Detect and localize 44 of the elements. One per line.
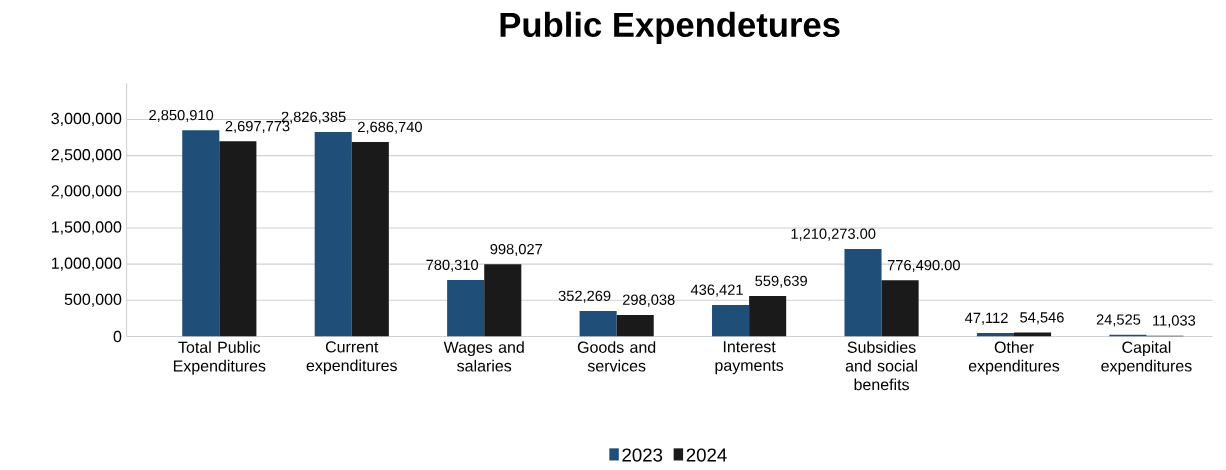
chart-title: Public Expendetures bbox=[500, 11, 840, 45]
x-tick-label: Goods and services bbox=[577, 341, 656, 372]
x-tick-label: Total Public Expenditures bbox=[173, 341, 266, 375]
data-label: 298,038 bbox=[622, 294, 675, 307]
y-tick-label: 1,000,000 bbox=[51, 257, 122, 271]
x-tick-label: Other expenditures bbox=[968, 341, 1060, 375]
x-tick-label: Wages and salaries bbox=[443, 341, 524, 372]
y-tick-label: 0 bbox=[113, 330, 122, 343]
data-label: 54,546 bbox=[1020, 312, 1064, 325]
data-label: 24,525 bbox=[1096, 314, 1141, 327]
data-label: 2,686,740 bbox=[358, 121, 422, 134]
data-label: 776,490.00 bbox=[887, 260, 960, 273]
bar bbox=[616, 315, 654, 337]
x-tick-label: Current expenditures bbox=[306, 341, 397, 375]
data-label: 11,033 bbox=[1153, 315, 1196, 328]
y-tick-label: 2,500,000 bbox=[51, 149, 122, 163]
y-tick-label: 500,000 bbox=[64, 293, 122, 308]
data-label: 2,850,910 bbox=[149, 110, 214, 123]
bar bbox=[182, 130, 220, 337]
data-label: 559,639 bbox=[755, 275, 807, 288]
bar bbox=[219, 141, 257, 337]
y-tick-label: 1,500,000 bbox=[51, 221, 122, 235]
x-tick-label: Subsidies and social benefits bbox=[845, 341, 917, 391]
y-tick-label: 2,000,000 bbox=[51, 185, 122, 199]
bar bbox=[484, 264, 522, 337]
bar bbox=[579, 311, 617, 337]
y-tick-label: 3,000,000 bbox=[51, 112, 122, 127]
bar bbox=[447, 280, 485, 337]
bar bbox=[844, 249, 882, 337]
data-label: 998,027 bbox=[490, 244, 543, 257]
bar bbox=[881, 280, 919, 337]
bar bbox=[712, 305, 750, 337]
legend-label: 2024 bbox=[686, 448, 727, 462]
data-label: 780,310 bbox=[426, 259, 479, 272]
data-label: 352,269 bbox=[558, 290, 611, 303]
bar bbox=[749, 296, 787, 337]
x-tick-label: Capital expenditures bbox=[1101, 341, 1192, 375]
data-label: 436,421 bbox=[690, 284, 743, 297]
x-tick-label: Interest payments bbox=[715, 341, 784, 375]
data-label: 47,112 bbox=[965, 312, 1008, 325]
bar bbox=[314, 132, 352, 337]
bar bbox=[351, 142, 389, 337]
data-label: 1,210,273.00 bbox=[791, 228, 876, 241]
legend-label: 2023 bbox=[622, 448, 663, 462]
